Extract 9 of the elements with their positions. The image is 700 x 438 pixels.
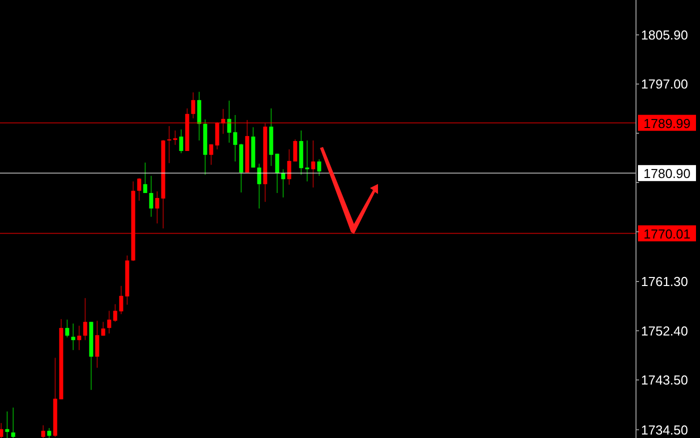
y-tick-label: 1752.40 <box>641 323 688 338</box>
ref-line-label: 1770.01 <box>644 226 690 242</box>
ref-line-label: 1780.90 <box>644 166 690 182</box>
y-tick-label: 1805.90 <box>641 27 688 42</box>
y-tick-label: 1761.30 <box>641 274 688 290</box>
y-tick-label: 1734.50 <box>641 422 688 438</box>
y-tick-label: 1797.00 <box>641 76 688 92</box>
y-tick-label: 1743.50 <box>641 372 688 388</box>
ref-line-label: 1789.99 <box>644 116 690 131</box>
